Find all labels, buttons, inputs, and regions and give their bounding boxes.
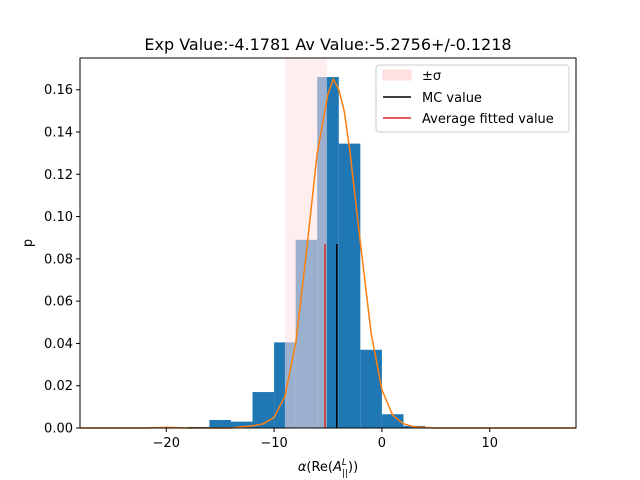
x-axis-label-part: (Re( xyxy=(306,460,333,475)
histogram-bar xyxy=(230,421,253,428)
x-axis-label-part: || xyxy=(342,469,348,479)
y-tick-label: 0.02 xyxy=(44,379,73,394)
legend-swatch-sigma xyxy=(382,69,412,81)
y-axis-label: p xyxy=(21,239,36,247)
x-tick-label: −10 xyxy=(260,436,287,451)
x-axis-label-part: )) xyxy=(348,460,358,475)
y-tick-label: 0.12 xyxy=(44,168,73,183)
sigma-band xyxy=(284,58,327,428)
plot-area xyxy=(80,58,576,429)
y-tick-label: 0.16 xyxy=(44,83,73,98)
legend: ±σ MC value Average fitted value xyxy=(375,64,570,133)
legend-label-mc: MC value xyxy=(422,91,482,106)
histogram-bar xyxy=(338,143,361,428)
y-tick-label: 0.14 xyxy=(44,126,73,141)
x-axis-label-part: α xyxy=(298,460,307,475)
legend-label-sigma: ±σ xyxy=(422,69,441,84)
axes xyxy=(79,57,577,429)
y-tick-label: 0.06 xyxy=(44,295,73,310)
ticks: −20 −10 0 10 0.00 0.02 0.04 0.06 0.08 0.10 0.12 0.1… xyxy=(44,83,498,451)
x-axis-label: α(Re(AL ||)) xyxy=(298,458,358,479)
histogram-bar xyxy=(360,349,382,428)
histogram-bar xyxy=(381,414,404,428)
chart-title: Exp Value:-4.1781 Av Value:-5.2756+/-0.1… xyxy=(144,35,511,54)
y-tick-label: 0.10 xyxy=(44,210,73,225)
x-axis-label-part: A xyxy=(332,460,342,475)
y-tick-label: 0.08 xyxy=(44,252,73,267)
histogram-bar xyxy=(209,419,231,428)
x-tick-label: −20 xyxy=(153,436,180,451)
legend-frame xyxy=(375,64,570,133)
legend-label-average: Average fitted value xyxy=(422,112,554,127)
plot-frame xyxy=(79,57,577,429)
y-tick-label: 0.04 xyxy=(44,337,73,352)
histogram-bar xyxy=(252,392,275,428)
x-axis-label-part: L xyxy=(342,458,347,468)
y-tick-label: 0.00 xyxy=(44,422,73,437)
x-tick-label: 0 xyxy=(378,436,386,451)
x-tick-label: 10 xyxy=(481,436,498,451)
